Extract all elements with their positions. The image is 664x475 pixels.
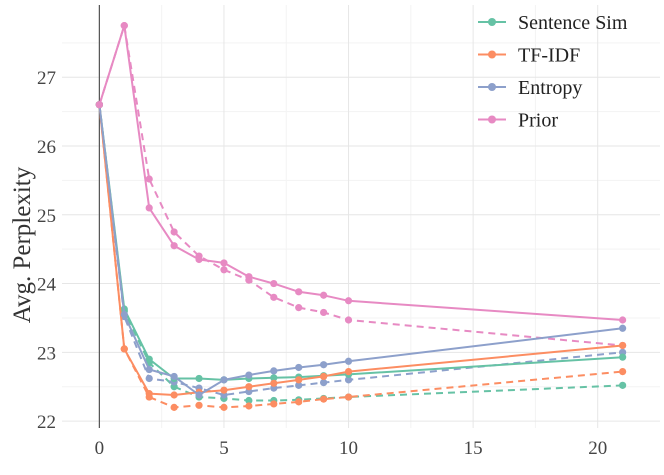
series-line-sentence-sim-dashed <box>99 105 622 401</box>
data-point-entropy <box>345 358 352 365</box>
y-axis-label: Avg. Perplexity <box>9 166 36 323</box>
data-point-tf-idf-dashed <box>245 402 252 409</box>
data-point-prior-dashed <box>220 266 227 273</box>
data-point-prior-dashed <box>146 175 153 182</box>
data-point-tf-idf <box>619 342 626 349</box>
data-point-entropy <box>220 376 227 383</box>
series-prior-dashed <box>96 22 626 349</box>
series-line-prior <box>99 26 622 320</box>
data-point-prior <box>295 288 302 295</box>
legend: Sentence Sim TF-IDF Entropy Prior <box>478 12 628 132</box>
x-tick-label: 5 <box>219 438 229 459</box>
data-point-tf-idf-dashed <box>295 398 302 405</box>
y-tick-label: 27 <box>37 68 56 89</box>
data-point-sentence-sim <box>619 354 626 361</box>
series-line-entropy <box>99 105 622 395</box>
data-point-prior-dashed <box>295 304 302 311</box>
legend-label: TF-IDF <box>518 45 580 67</box>
legend-swatch-marker <box>488 18 496 26</box>
data-point-tf-idf-dashed <box>220 404 227 411</box>
data-point-tf-idf <box>220 387 227 394</box>
data-point-prior-dashed <box>171 228 178 235</box>
data-point-prior <box>96 101 103 108</box>
data-point-prior <box>171 242 178 249</box>
data-point-tf-idf-dashed <box>270 400 277 407</box>
legend-item: Sentence Sim <box>478 12 628 34</box>
data-point-tf-idf <box>270 380 277 387</box>
data-point-tf-idf <box>295 376 302 383</box>
data-point-prior <box>245 273 252 280</box>
legend-label: Entropy <box>518 77 582 99</box>
x-tick-label: 0 <box>95 438 105 459</box>
data-point-sentence-sim-dashed <box>619 382 626 389</box>
data-point-entropy <box>619 325 626 332</box>
data-point-tf-idf-dashed <box>320 396 327 403</box>
legend-swatch-marker <box>488 51 496 59</box>
data-point-entropy <box>295 364 302 371</box>
data-point-entropy <box>146 366 153 373</box>
data-point-tf-idf <box>121 345 128 352</box>
series-line-entropy-dashed <box>99 105 622 395</box>
data-point-tf-idf-dashed <box>619 368 626 375</box>
series-prior <box>96 22 626 324</box>
series-sentence-sim <box>96 101 626 383</box>
legend-swatch-marker <box>488 83 496 91</box>
data-point-tf-idf <box>320 373 327 380</box>
data-point-prior-dashed <box>320 309 327 316</box>
legend-label: Sentence Sim <box>518 12 628 34</box>
data-point-prior <box>146 204 153 211</box>
data-point-tf-idf <box>146 390 153 397</box>
data-point-entropy <box>245 371 252 378</box>
data-point-prior <box>320 292 327 299</box>
legend-item: Entropy <box>478 77 582 99</box>
x-tick-label: 15 <box>464 438 483 459</box>
data-point-sentence-sim <box>195 375 202 382</box>
series-line-prior-dashed <box>99 26 622 346</box>
data-point-prior-dashed <box>270 294 277 301</box>
data-point-entropy <box>195 391 202 398</box>
data-point-tf-idf-dashed <box>171 404 178 411</box>
x-tick-label: 20 <box>588 438 607 459</box>
series-tf-idf-dashed <box>96 101 626 411</box>
data-point-entropy <box>171 373 178 380</box>
data-point-prior <box>121 22 128 29</box>
y-tick-label: 24 <box>37 275 57 296</box>
data-point-tf-idf-dashed <box>345 393 352 400</box>
y-tick-label: 23 <box>37 343 56 364</box>
data-point-prior <box>195 256 202 263</box>
data-point-prior <box>345 297 352 304</box>
data-point-entropy-dashed <box>320 379 327 386</box>
legend-swatch-marker <box>488 116 496 124</box>
data-point-prior <box>619 316 626 323</box>
data-point-tf-idf <box>245 383 252 390</box>
data-point-entropy-dashed <box>146 375 153 382</box>
axes: 0 5 10 15 20 22 23 24 25 26 27 <box>37 5 607 459</box>
y-tick-label: 26 <box>37 137 56 158</box>
legend-label: Prior <box>518 110 558 132</box>
data-point-prior-dashed <box>345 316 352 323</box>
data-point-tf-idf <box>171 391 178 398</box>
perplexity-line-chart: 0 5 10 15 20 22 23 24 25 26 27 Sentence Sim TF-IDF E… <box>0 0 664 475</box>
data-point-entropy <box>320 361 327 368</box>
series-sentence-sim-dashed <box>96 101 626 404</box>
series-line-tf-idf <box>99 105 622 395</box>
data-point-prior <box>220 259 227 266</box>
data-point-entropy <box>121 311 128 318</box>
data-point-tf-idf-dashed <box>195 402 202 409</box>
data-point-tf-idf <box>345 368 352 375</box>
data-point-prior <box>270 280 277 287</box>
legend-item: TF-IDF <box>478 45 580 67</box>
y-tick-label: 22 <box>37 412 56 433</box>
data-point-entropy <box>270 367 277 374</box>
x-tick-label: 10 <box>339 438 358 459</box>
legend-item: Prior <box>478 110 558 132</box>
y-tick-label: 25 <box>37 206 56 227</box>
